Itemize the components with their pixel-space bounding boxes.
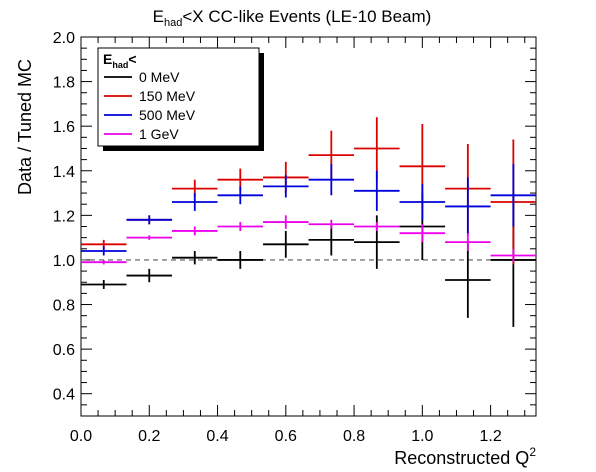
y-tick-label: 0.6 xyxy=(53,342,75,359)
legend: Ehad< 0 MeV 150 MeV 500 MeV 1 GeV xyxy=(97,47,264,151)
y-axis-label: Data / Tuned MC xyxy=(15,59,35,195)
y-tick-label: 1.6 xyxy=(53,119,75,136)
y-tick-label: 1.2 xyxy=(53,208,75,225)
legend-label: 1 GeV xyxy=(139,126,179,142)
x-axis-label: Reconstructed Q2 xyxy=(394,445,536,468)
x-tick-label: 0.4 xyxy=(206,428,228,445)
y-tick-label: 1.0 xyxy=(53,253,75,270)
x-tick-label: 0.0 xyxy=(70,428,92,445)
series-2 xyxy=(81,164,537,256)
legend-label: 150 MeV xyxy=(139,88,196,104)
y-tick-label: 1.8 xyxy=(53,75,75,92)
y-tick-label: 0.8 xyxy=(53,298,75,315)
series-3 xyxy=(81,215,537,265)
x-tick-label: 0.2 xyxy=(138,428,160,445)
series-0 xyxy=(81,193,537,327)
y-tick-label: 2.0 xyxy=(53,30,75,47)
legend-entries: 0 MeV 150 MeV 500 MeV 1 GeV xyxy=(104,69,196,142)
x-tick-label: 0.6 xyxy=(275,428,297,445)
x-tick-label: 1.0 xyxy=(411,428,433,445)
legend-title: Ehad< xyxy=(103,51,137,70)
legend-label: 0 MeV xyxy=(139,69,180,85)
series-layer xyxy=(81,117,537,327)
y-tick-label: 0.4 xyxy=(53,387,75,404)
legend-box xyxy=(97,47,260,147)
legend-label: 500 MeV xyxy=(139,107,196,123)
chart-title: Ehad<X CC-like Events (LE-10 Beam) xyxy=(153,7,432,29)
x-tick-label: 0.8 xyxy=(343,428,365,445)
axis-ticks: 0.0 0.2 0.4 0.6 0.8 1.0 1.2 0.4 0.6 0.8 1.0 1.2 1.4 1… xyxy=(53,30,536,445)
y-tick-label: 1.4 xyxy=(53,164,75,181)
x-tick-label: 1.2 xyxy=(479,428,501,445)
